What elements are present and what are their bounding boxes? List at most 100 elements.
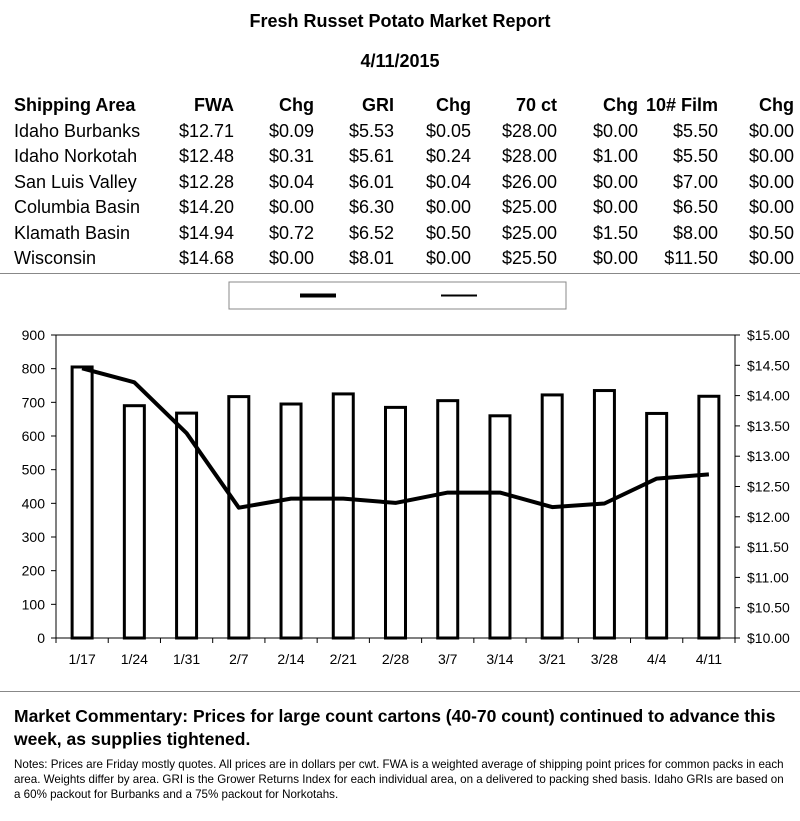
price-chart: 0 100 200 300 400 500 600 700 800 900 $10.00 $10.50… [22,281,790,667]
column-header: Chg [603,95,638,116]
column-header: 70 ct [515,95,557,116]
x-tick-label: 3/28 [591,651,618,667]
bar [331,392,355,640]
table-cell: $0.00 [425,248,471,269]
table-cell: $0.00 [748,171,794,192]
notes: Notes: Prices are Friday mostly quotes. … [14,758,784,801]
right-tick-label: $10.00 [747,630,790,646]
table-cell: Idaho Norkotah [14,146,138,167]
x-tick-label: 3/7 [438,651,458,667]
table-cell: $12.48 [178,146,234,167]
table-row: Idaho Norkotah $12.48 $0.31 $5.61 $0.24 $28.0… [14,144,794,170]
table-cell: $11.50 [664,248,718,269]
table-cell: $0.00 [592,197,638,218]
table-cell: $6.50 [672,197,718,218]
table-cell: $5.53 [348,120,394,141]
table-row: Columbia Basin $14.20 $0.00 $6.30 $0.00 $25.0… [14,195,794,221]
table-cell: Idaho Burbanks [14,120,141,141]
table-cell: $25.00 [501,197,557,218]
left-tick-label: 100 [22,596,46,612]
x-tick-label: 2/21 [330,651,357,667]
table-cell: $0.00 [748,120,794,141]
table-cell: $0.04 [425,171,471,192]
bar [279,402,303,640]
right-tick-label: $15.00 [747,327,790,343]
table-cell: $8.00 [672,222,718,243]
table-cell: $0.00 [592,248,638,269]
column-header: FWA [194,95,234,116]
bar [436,399,460,640]
right-tick-label: $14.00 [747,388,790,404]
legend-box [228,281,567,310]
table-cell: $25.00 [501,222,557,243]
table-cell: $0.50 [425,222,471,243]
x-tick-label: 2/14 [277,651,304,667]
table-cell: $14.20 [178,197,234,218]
table-cell: San Luis Valley [14,171,137,192]
table-cell: $7.00 [672,171,718,192]
left-tick-label: 0 [37,630,45,646]
x-tick-label: 1/24 [121,651,148,667]
table-cell: $0.50 [748,222,794,243]
right-tick-label: $13.00 [747,448,790,464]
table-cell: $0.31 [268,146,314,167]
table-cell: $0.00 [748,248,794,269]
table-header-row: Shipping Area FWA Chg GRI Chg 70 ct Chg … [14,93,794,119]
bar [592,389,616,640]
table-cell: Klamath Basin [14,222,131,243]
table-cell: $0.00 [592,171,638,192]
x-tick-label: 1/31 [173,651,200,667]
right-tick-label: $11.00 [747,569,789,585]
left-tick-label: 900 [22,327,46,343]
table-cell: $1.00 [592,146,638,167]
table-cell: Columbia Basin [14,197,141,218]
table-cell: $0.00 [748,146,794,167]
x-tick-label: 3/14 [486,651,513,667]
table-cell: $0.72 [268,222,314,243]
right-tick-label: $14.50 [747,357,790,373]
column-header: Chg [436,95,471,116]
x-tick-label: 4/11 [696,651,722,667]
price-line [81,366,710,510]
table-cell: $5.61 [348,146,394,167]
bar [384,405,407,640]
report-title: Fresh Russet Potato Market Report [249,11,551,31]
table-cell: $0.09 [268,120,314,141]
bar [697,394,721,640]
table-cell: $14.68 [178,248,234,269]
right-tick-label: $12.00 [747,509,790,525]
table-cell: $1.50 [592,222,638,243]
bar [227,395,251,640]
table-row: San Luis Valley $12.28 $0.04 $6.01 $0.04 $26.… [14,170,794,196]
table-cell: $0.04 [268,171,314,192]
bar [488,414,512,640]
table-cell: $0.00 [425,197,471,218]
table-cell: $8.01 [348,248,394,269]
table-cell: $0.00 [268,248,314,269]
table-cell: $25.50 [501,248,557,269]
table-cell: $0.05 [425,120,471,141]
table-cell: $5.50 [672,120,718,141]
bar [175,411,199,640]
report-date: 4/11/2015 [360,51,440,71]
left-tick-label: 800 [22,361,46,377]
table-cell: $5.50 [672,146,718,167]
right-tick-label: $11.50 [747,539,789,555]
bottom-divider [0,691,800,692]
left-tick-label: 200 [22,563,46,579]
table-cell: $0.00 [748,197,794,218]
left-tick-label: 700 [22,394,46,410]
bar [645,411,669,640]
table-cell: $6.01 [348,171,394,192]
column-header: 10# Film [645,95,718,116]
x-tick-label: 2/28 [382,651,409,667]
top-divider [0,273,800,274]
x-tick-label: 1/17 [68,651,95,667]
right-tick-label: $10.50 [747,600,790,616]
table-cell: $0.00 [268,197,314,218]
table-cell: $12.71 [178,120,234,141]
column-header: Chg [279,95,314,116]
x-tick-label: 3/21 [539,651,566,667]
table-cell: $12.28 [178,171,234,192]
market-commentary: Market Commentary: Prices for large coun… [14,706,776,749]
